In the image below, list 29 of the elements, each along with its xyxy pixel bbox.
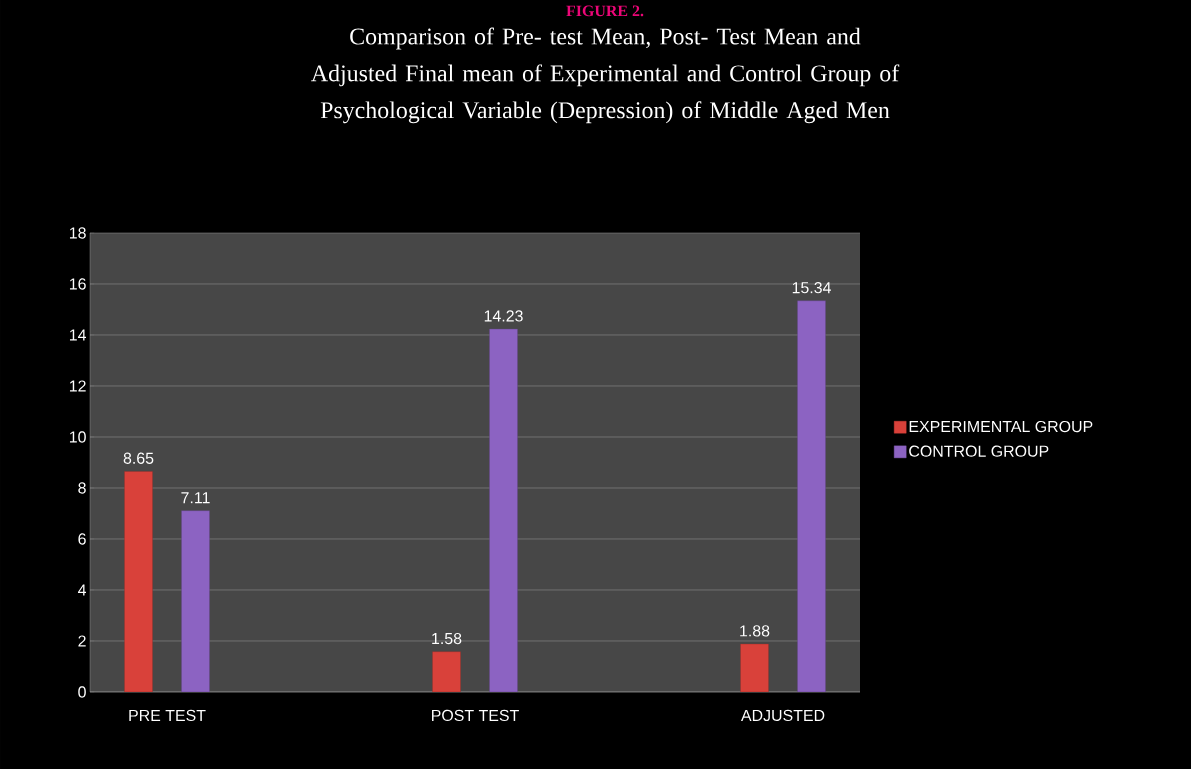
bar xyxy=(432,651,461,692)
y-tick-label: 10 xyxy=(69,431,86,443)
y-tick-label: 0 xyxy=(78,686,86,698)
x-tick-label: PRE TEST xyxy=(129,709,206,722)
bar xyxy=(124,471,153,692)
bar xyxy=(181,510,210,692)
y-tick-label: 2 xyxy=(78,635,86,647)
x-tick-label: POST TEST xyxy=(432,709,519,722)
bar xyxy=(489,328,518,692)
data-label: 1.58 xyxy=(432,632,462,645)
data-label: 14.23 xyxy=(484,310,523,322)
caption: FIGURE 2. xyxy=(566,5,644,17)
x-tick-label: ADJUSTED xyxy=(740,709,825,722)
data-label: 1.88 xyxy=(740,625,770,637)
bar xyxy=(740,643,769,692)
legend-label: EXPERIMENTAL GROUP xyxy=(909,420,1093,433)
y-tick-label: 14 xyxy=(69,329,87,341)
y-tick-label: 6 xyxy=(78,533,86,545)
chart-title: Comparison of Pre- test Mean, Post- Test Mean and Adjusted Final mean of Experimental and Control Group of Psychological Variable (Depression) of Middle Aged Men xyxy=(311,27,900,124)
data-label: 15.34 xyxy=(792,282,831,294)
y-tick-label: 12 xyxy=(69,380,86,392)
y-tick-label: 4 xyxy=(77,584,87,596)
legend-label: CONTROL GROUP xyxy=(909,445,1049,457)
y-tick-label: 16 xyxy=(69,278,86,290)
y-tick-label: 18 xyxy=(69,227,86,239)
bar xyxy=(797,300,826,692)
data-label: 7.11 xyxy=(181,492,210,504)
data-label: 8.65 xyxy=(123,452,154,464)
y-tick-label: 8 xyxy=(78,482,86,494)
